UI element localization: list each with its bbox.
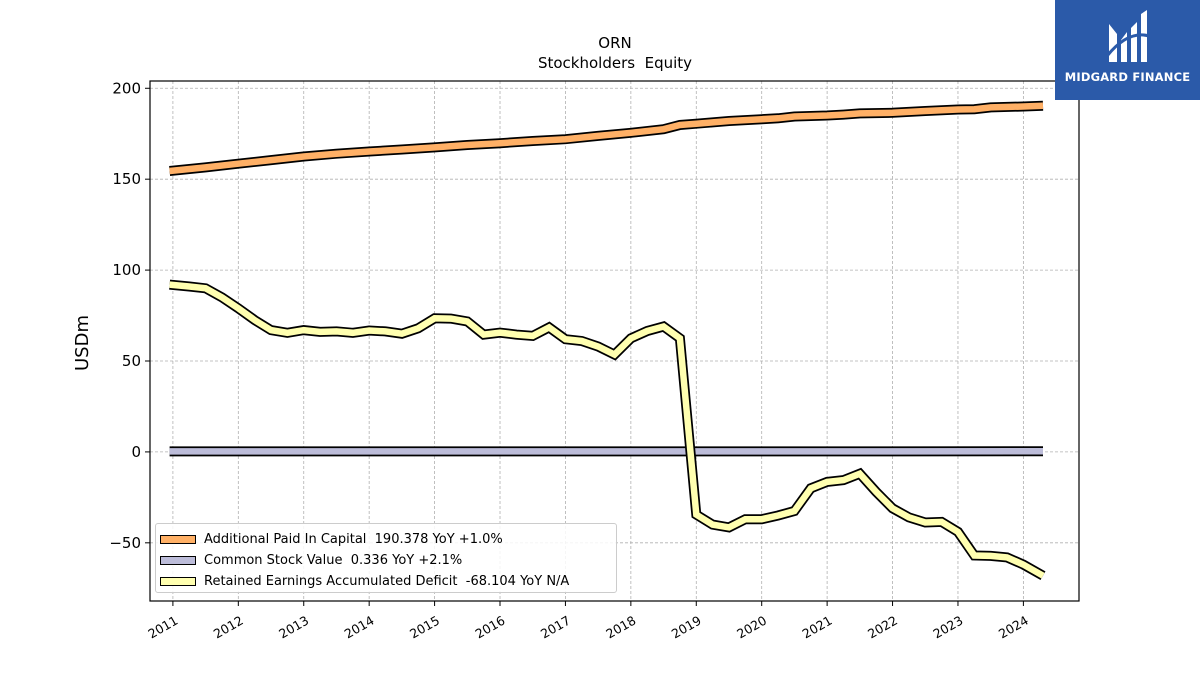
legend-swatch-common-stock-value — [160, 556, 196, 565]
x-tick-label: 2019 — [669, 613, 704, 642]
y-tick-label: 0 — [131, 443, 141, 461]
x-tick-label: 2017 — [538, 613, 573, 642]
x-tick-label: 2013 — [276, 613, 311, 642]
legend-label: Additional Paid In Capital 190.378 YoY +… — [204, 532, 503, 547]
y-tick-label: 150 — [112, 170, 141, 188]
x-tick-label: 2021 — [800, 613, 835, 642]
series-group — [169, 100, 1046, 581]
legend-item-retained-earnings: Retained Earnings Accumulated Deficit -6… — [160, 571, 616, 592]
legend-swatch-additional-paid-in-capital — [160, 535, 196, 544]
series-line-additional-paid-in-capital — [169, 102, 1044, 175]
x-tick-label: 2012 — [211, 613, 246, 642]
chart-subtitle: Stockholders Equity — [538, 54, 692, 72]
chart-title: ORN — [598, 34, 631, 52]
y-tick-label: 200 — [112, 79, 141, 97]
x-tick-label: 2024 — [996, 613, 1031, 642]
x-tick-label: 2022 — [865, 613, 900, 642]
legend-label: Retained Earnings Accumulated Deficit -6… — [204, 574, 570, 589]
x-tick-label: 2011 — [145, 613, 180, 642]
x-tick-label: 2015 — [407, 613, 442, 642]
logo-text: MIDGARD FINANCE — [1064, 70, 1191, 84]
x-tick-label: 2018 — [603, 613, 638, 642]
legend-item-common-stock-value: Common Stock Value 0.336 YoY +2.1% — [160, 550, 616, 571]
y-tick-label: −50 — [109, 534, 141, 552]
x-tick-label: 2014 — [342, 613, 377, 642]
y-tick-label: 100 — [112, 261, 141, 279]
logo-mark-icon — [1105, 10, 1150, 62]
x-tick-label: 2020 — [734, 613, 769, 642]
x-tick-label: 2016 — [472, 613, 507, 642]
x-axis: 2011 2012 2013 2014 2015 2016 2017 2018 2019 2020… — [145, 601, 1031, 642]
legend: Additional Paid In Capital 190.378 YoY +… — [155, 523, 617, 593]
y-axis-label: USDm — [72, 315, 93, 371]
y-tick-label: 50 — [122, 352, 141, 370]
plot-frame — [149, 80, 1080, 602]
series-outline-additional-paid-in-capital — [169, 100, 1044, 176]
series-line-retained-earnings-accumulated-deficit — [169, 281, 1045, 579]
logo: MIDGARD FINANCE — [1055, 0, 1200, 100]
x-tick-label: 2023 — [930, 613, 965, 642]
y-axis: −50 0 50 100 150 200 — [109, 79, 150, 552]
legend-label: Common Stock Value 0.336 YoY +2.1% — [204, 553, 463, 568]
legend-item-additional-paid-in-capital: Additional Paid In Capital 190.378 YoY +… — [160, 529, 616, 550]
legend-swatch-retained-earnings — [160, 577, 196, 586]
